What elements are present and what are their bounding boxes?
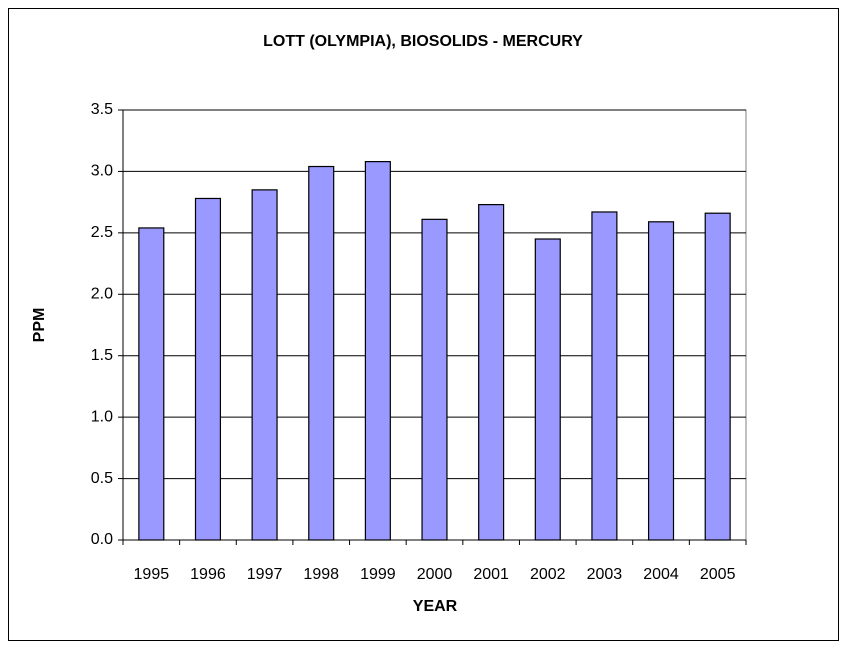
x-tick-label: 1996 (190, 566, 226, 583)
y-tick-label: 0.5 (91, 470, 113, 487)
bar (308, 165, 335, 541)
bar (704, 212, 731, 541)
x-tick-label: 2003 (587, 566, 623, 583)
y-tick-label: 3.0 (91, 163, 113, 180)
y-tick-label: 0.0 (91, 531, 113, 548)
bar (194, 197, 222, 541)
bar (478, 204, 505, 541)
x-tick-label: 1997 (247, 566, 283, 583)
bar (421, 218, 448, 541)
y-tick-label: 1.5 (91, 347, 113, 364)
y-tick-label: 3.5 (91, 101, 113, 118)
y-tick-label: 2.0 (91, 286, 113, 303)
x-axis-label: YEAR (413, 598, 458, 615)
x-tick-label: 2001 (473, 566, 509, 583)
x-tick-label: 1995 (134, 566, 170, 583)
bar (138, 227, 165, 541)
bar (647, 221, 675, 541)
y-tick-label: 2.5 (91, 224, 113, 241)
x-tick-label: 1999 (360, 566, 396, 583)
x-tick-label: 2000 (417, 566, 453, 583)
x-tick-label: 2004 (643, 566, 679, 583)
chart-title: LOTT (OLYMPIA), BIOSOLIDS - MERCURY (263, 33, 583, 50)
y-tick-label: 1.0 (91, 408, 113, 425)
y-axis-label: PPM (31, 308, 48, 343)
x-tick-label: 1998 (303, 566, 339, 583)
bar (534, 238, 561, 541)
bar (364, 161, 391, 541)
x-tick-label: 2002 (530, 566, 566, 583)
bar (591, 211, 618, 541)
x-tick-label: 2005 (700, 566, 736, 583)
bar (251, 189, 278, 541)
